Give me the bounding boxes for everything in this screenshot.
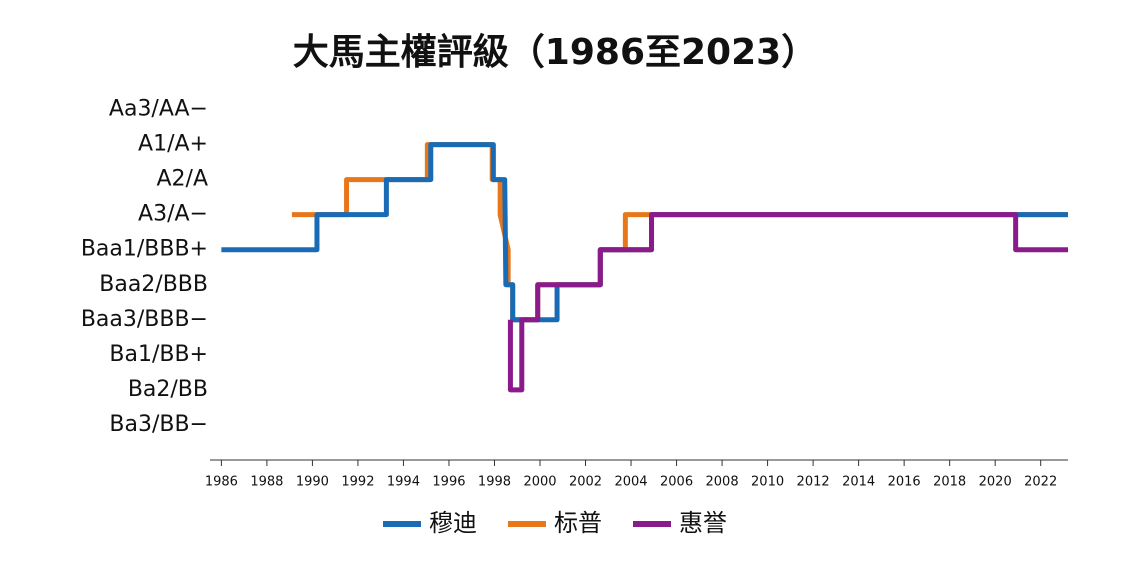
x-tick-label: 2022 (1024, 475, 1057, 490)
y-tick-label: A3/A− (138, 202, 208, 227)
y-tick-label: Ba1/BB+ (109, 342, 208, 367)
x-tick-label: 2000 (523, 475, 556, 490)
x-tick-label: 2018 (933, 475, 966, 490)
x-tick-label: 2016 (888, 475, 921, 490)
legend-label: 穆迪 (429, 509, 477, 537)
series-line (221, 142, 1068, 323)
x-tick-label: 2004 (614, 475, 647, 490)
x-tick-label: 1996 (432, 475, 465, 490)
y-tick-label: Ba2/BB (128, 377, 208, 402)
y-tick-label: Baa1/BBB+ (81, 237, 208, 262)
series-line (507, 212, 1068, 393)
x-tick-label: 2014 (842, 475, 875, 490)
y-tick-label: A2/A (156, 167, 208, 192)
series-line (291, 142, 1068, 323)
y-tick-label: Aa3/AA− (109, 97, 208, 122)
x-tick-label: 1994 (387, 475, 420, 490)
x-tick-label: 2006 (660, 475, 693, 490)
x-tick-label: 2020 (979, 475, 1012, 490)
y-tick-label: Ba3/BB− (109, 412, 208, 437)
y-tick-label: Baa2/BBB (99, 272, 208, 297)
x-tick-label: 1998 (478, 475, 511, 490)
x-tick-label: 1990 (296, 475, 329, 490)
x-tick-label: 2002 (569, 475, 602, 490)
x-tick-label: 2008 (706, 475, 739, 490)
x-tick-label: 1992 (341, 475, 374, 490)
x-tick-label: 2010 (751, 475, 784, 490)
y-tick-label: Baa3/BBB− (81, 307, 208, 332)
x-tick-label: 1986 (205, 475, 238, 490)
chart-title: 大馬主權評級（1986至2023） (293, 32, 817, 73)
legend-label: 惠誉 (679, 509, 727, 537)
x-tick-label: 2012 (797, 475, 830, 490)
x-tick-label: 1988 (250, 475, 283, 490)
legend-label: 标普 (554, 509, 602, 537)
y-tick-label: A1/A+ (138, 132, 208, 157)
